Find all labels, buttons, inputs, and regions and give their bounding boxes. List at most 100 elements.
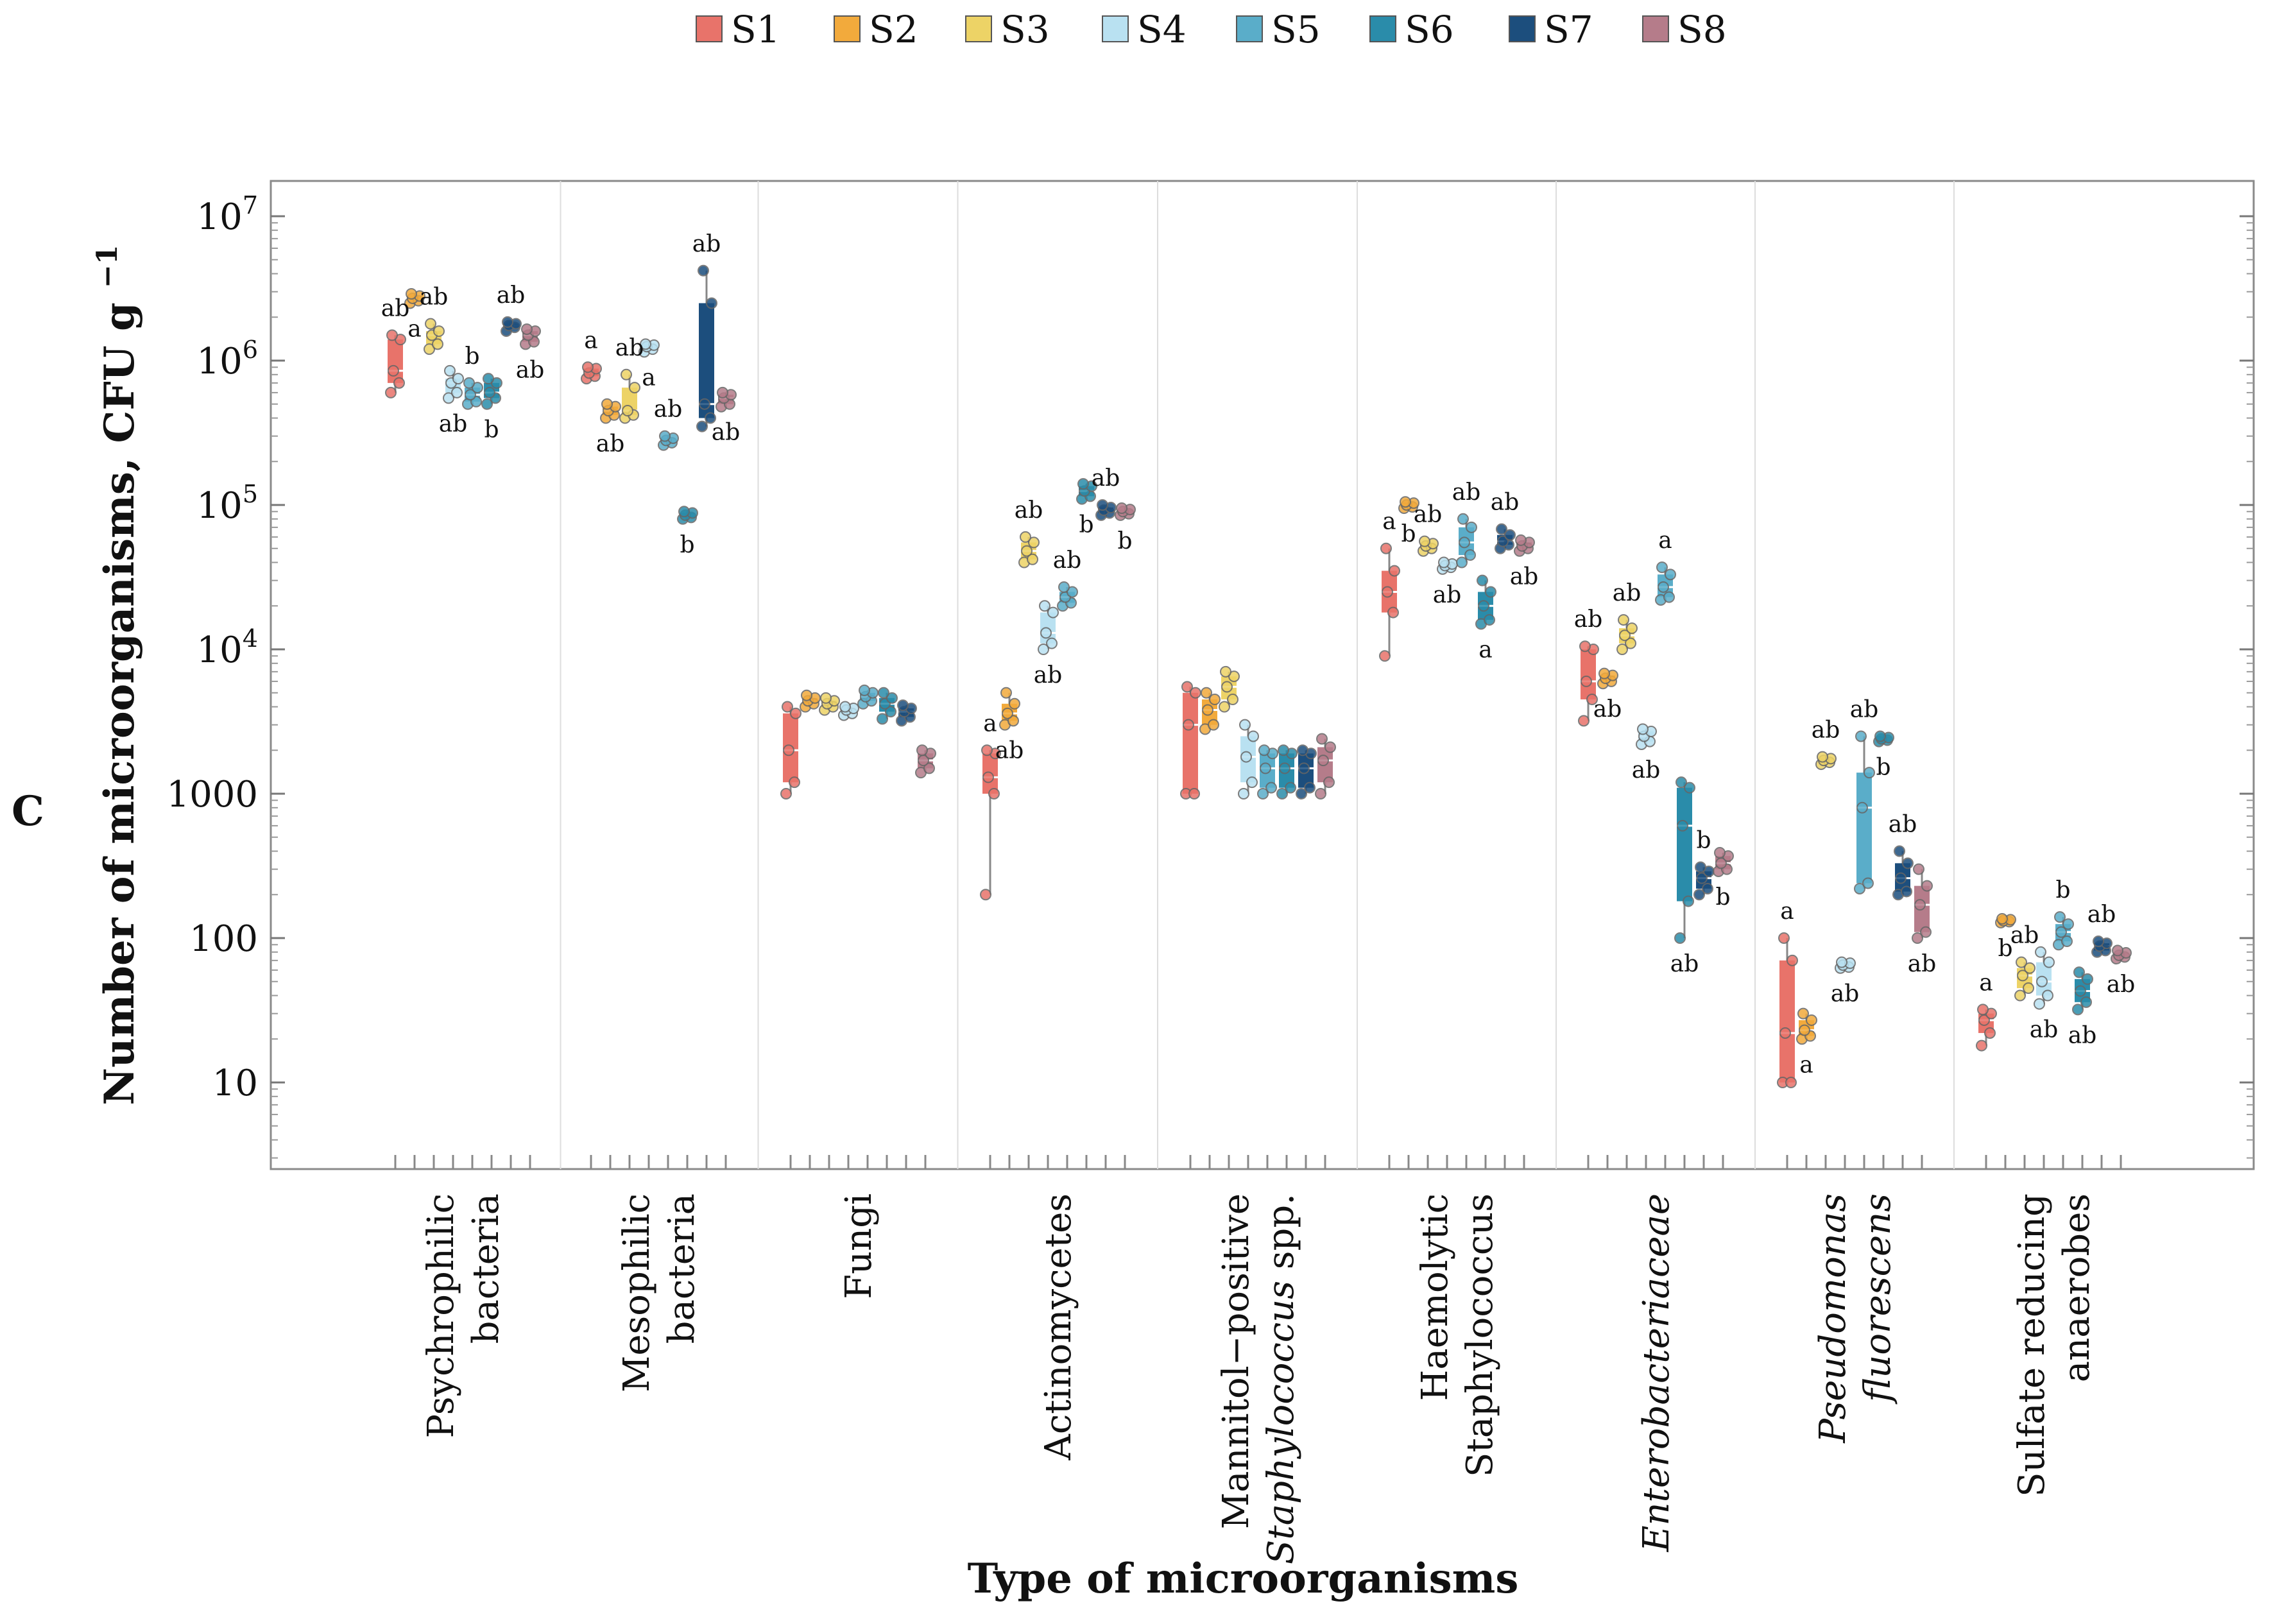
data-point [696, 420, 708, 432]
y-tick-label: 105 [197, 480, 258, 527]
data-point [801, 689, 812, 701]
data-point [1324, 741, 1336, 753]
data-point [1984, 1027, 1996, 1039]
data-point [629, 382, 640, 394]
data-point [443, 392, 454, 404]
box-1-s7 [501, 316, 522, 338]
box-1-s6 [481, 373, 502, 410]
data-point [1485, 586, 1496, 598]
significance-label: a [1658, 527, 1672, 554]
data-point [1497, 535, 1509, 547]
data-point [1067, 586, 1078, 598]
box-7-s5 [1655, 561, 1676, 606]
significance-label: b [1998, 936, 2012, 962]
significance-label: b [1401, 521, 1416, 547]
data-point [1316, 733, 1328, 745]
data-point [1419, 535, 1430, 547]
data-point [1457, 513, 1469, 525]
data-point [601, 398, 613, 410]
significance-label: ab [2010, 923, 2039, 949]
data-point [1785, 1077, 1797, 1088]
data-point [1817, 751, 1828, 763]
data-point [1459, 536, 1470, 549]
data-point [1663, 591, 1675, 603]
category-label: Actinomycetes [1038, 1193, 1079, 1461]
data-point [2036, 975, 2048, 987]
box-1-s3 [424, 318, 445, 355]
box-4-s5 [1057, 581, 1078, 612]
data-point [1618, 614, 1629, 626]
data-point [1007, 715, 1019, 727]
significance-label: ab [1433, 582, 1462, 608]
data-point [1912, 932, 1923, 944]
box-body [1677, 787, 1692, 902]
box-6-s1 [1379, 542, 1400, 662]
box-3-s3 [819, 692, 840, 716]
legend: S1 S2 S3 S4 S5 S6 S7 S8 [696, 8, 1727, 51]
data-point [988, 788, 1000, 799]
significance-label: b [1696, 827, 1711, 853]
box-9-s4 [2034, 946, 2055, 1010]
box-3-s8 [915, 744, 936, 779]
data-point [2034, 998, 2045, 1010]
data-point [1598, 667, 1610, 680]
data-point [1379, 650, 1391, 662]
significance-label: ab [1831, 981, 1860, 1007]
data-point [1714, 847, 1726, 859]
data-point [1097, 499, 1108, 511]
box-3-s4 [838, 701, 859, 721]
box-2-s8 [716, 386, 737, 413]
data-point [1779, 1027, 1791, 1039]
plot-frame [270, 180, 2255, 1170]
significance-label: a [1979, 970, 1992, 996]
data-point [502, 316, 513, 328]
significance-label: b [465, 343, 479, 370]
y-tick-label: 10 [212, 1063, 258, 1104]
data-point [780, 788, 792, 799]
data-point [1586, 694, 1598, 706]
data-point [1484, 614, 1495, 626]
box-7-s6 [1674, 776, 1695, 944]
significance-label: ab [1092, 465, 1120, 491]
data-point [1797, 1007, 1809, 1020]
box-7-s3 [1616, 614, 1638, 655]
data-point [1317, 755, 1329, 767]
data-point [1913, 863, 1924, 875]
data-point [982, 771, 994, 783]
data-point [2042, 989, 2053, 1002]
data-point [1466, 521, 1477, 533]
category-label: bacteria [465, 1193, 507, 1344]
data-point [2082, 973, 2093, 985]
box-5-s7 [1296, 744, 1317, 799]
significance-label: b [2055, 877, 2070, 903]
significance-label: ab [1889, 812, 1917, 838]
data-point [923, 762, 935, 774]
data-point [1380, 542, 1392, 554]
data-point [425, 318, 436, 330]
box-2-s1 [581, 361, 602, 385]
data-point [1208, 719, 1219, 731]
data-point [1116, 502, 1127, 515]
data-point [1323, 776, 1335, 789]
y-tick-label: 1000 [166, 774, 258, 816]
data-point [897, 699, 909, 712]
significance-label: a [584, 327, 597, 354]
legend-label-s8: S8 [1677, 8, 1727, 51]
data-point [432, 338, 443, 350]
data-point [678, 506, 690, 518]
y-tick-label: 107 [197, 191, 258, 238]
data-point [2062, 918, 2074, 930]
data-point [820, 692, 832, 704]
box-5-s1 [1180, 681, 1201, 799]
box-4-s2 [999, 687, 1020, 731]
data-point [1038, 644, 1049, 655]
significance-label: ab [2068, 1022, 2097, 1048]
data-point [2072, 1004, 2084, 1016]
data-point [1188, 788, 1200, 799]
data-point [1920, 926, 1932, 938]
box-5-s6 [1276, 744, 1298, 799]
data-point [1675, 776, 1687, 789]
significance-label: b [484, 417, 499, 443]
significance-label: ab [654, 397, 683, 423]
data-point [859, 684, 870, 696]
